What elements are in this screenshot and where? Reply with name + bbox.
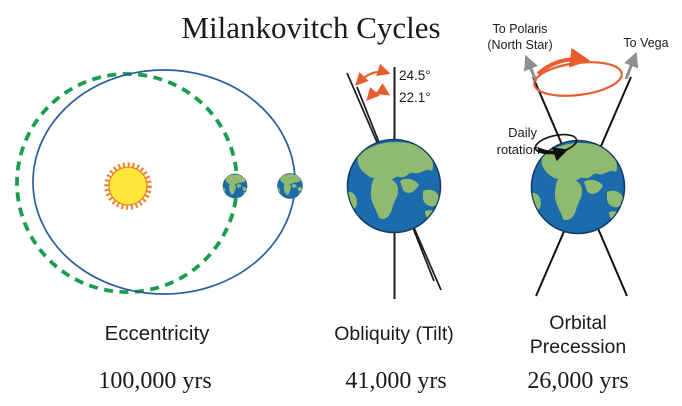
sun-icon	[104, 162, 152, 210]
daily-rotation-arrow-icon	[537, 147, 569, 162]
obliquity-label: Obliquity (Tilt)	[334, 323, 454, 345]
obliquity-min-angle: 22.1°	[399, 90, 431, 105]
to-vega-label: To Vega	[623, 36, 668, 50]
daily-rotation-label-line1: Daily	[508, 125, 537, 140]
eccentricity-panel: Eccentricity 100,000 yrs	[15, 69, 303, 394]
precession-label-line2: Precession	[530, 336, 626, 358]
tilt-arc-arrow-min-icon	[366, 83, 391, 101]
earth-icon-obliquity	[346, 140, 441, 233]
obliquity-period: 41,000 yrs	[345, 368, 446, 394]
to-polaris-label-line1: To Polaris	[493, 22, 548, 36]
to-vega-arrow-icon	[624, 51, 639, 80]
to-polaris-arrow-icon	[524, 54, 538, 82]
obliquity-panel: 24.5° 22.1° Obliquity (Tilt) 41,000 yrs	[334, 63, 454, 394]
daily-rotation-label-line2: rotation	[497, 142, 540, 157]
eccentricity-period: 100,000 yrs	[98, 368, 211, 394]
precession-period: 26,000 yrs	[527, 368, 628, 394]
earth-icon-precession	[530, 141, 625, 234]
precession-direction-arrow-icon	[536, 47, 590, 76]
precession-panel: To Polaris (North Star) To Vega Daily ro…	[487, 22, 668, 394]
page-title: Milankovitch Cycles	[181, 10, 440, 45]
tilt-arc-arrow-max-icon	[355, 63, 391, 86]
to-polaris-label-line2: (North Star)	[487, 38, 552, 52]
eccentricity-label: Eccentricity	[105, 322, 211, 345]
precession-label-line1: Orbital	[549, 312, 606, 334]
earth-icon-dashed-orbit	[222, 174, 247, 198]
earth-icon-solid-orbit	[277, 173, 303, 198]
obliquity-max-angle: 24.5°	[399, 68, 431, 83]
